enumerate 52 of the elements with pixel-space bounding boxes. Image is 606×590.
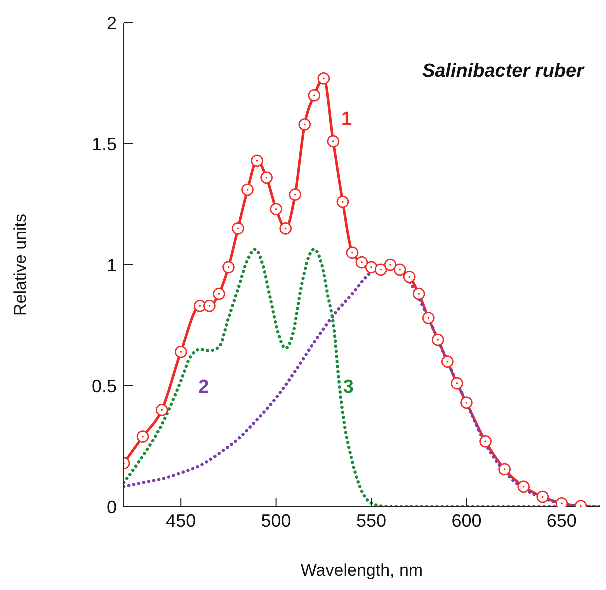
point	[242, 184, 254, 196]
point	[480, 436, 492, 448]
point	[174, 346, 188, 358]
x-tick-label: 650	[546, 510, 577, 531]
point	[327, 135, 340, 148]
point	[442, 356, 454, 368]
point	[432, 334, 444, 346]
y-tick-label: 1.5	[92, 134, 117, 154]
point	[232, 222, 244, 235]
point	[194, 300, 206, 312]
point	[156, 404, 168, 416]
y-tick-label: 0	[106, 497, 117, 518]
point	[280, 222, 292, 235]
point	[346, 246, 359, 260]
point	[356, 256, 368, 269]
point	[498, 463, 511, 476]
point	[412, 288, 426, 300]
point	[374, 264, 388, 276]
y-tick-label: 2	[106, 13, 117, 34]
series-label: 3	[343, 377, 354, 400]
x-tick-label: 500	[261, 510, 292, 531]
point	[460, 396, 473, 410]
point	[213, 288, 226, 300]
point	[136, 430, 150, 443]
point	[270, 203, 282, 216]
point	[204, 300, 216, 312]
point	[251, 154, 264, 168]
point	[222, 261, 235, 274]
y-tick-label: 1	[106, 255, 117, 276]
point	[384, 258, 397, 272]
point	[536, 490, 550, 504]
x-axis-title: Wavelength, nm	[300, 561, 424, 580]
text: Salinibacter ruber	[422, 61, 584, 83]
point	[289, 188, 302, 201]
y-tick-label: 0.5	[92, 376, 117, 396]
point	[422, 312, 435, 324]
point	[298, 118, 312, 131]
point	[336, 196, 350, 208]
x-tick-label: 450	[166, 510, 196, 531]
series-label: 1	[341, 108, 352, 131]
x-tick-label: 600	[452, 510, 482, 531]
point	[318, 72, 330, 85]
point	[308, 89, 321, 102]
x-tick-label: 550	[356, 510, 387, 531]
y-axis-title: Relative units	[11, 214, 30, 316]
point	[403, 270, 416, 284]
point	[260, 172, 273, 184]
point	[365, 261, 378, 274]
point	[518, 480, 530, 494]
text: 2	[198, 377, 210, 400]
point	[394, 264, 406, 276]
point	[451, 377, 464, 390]
